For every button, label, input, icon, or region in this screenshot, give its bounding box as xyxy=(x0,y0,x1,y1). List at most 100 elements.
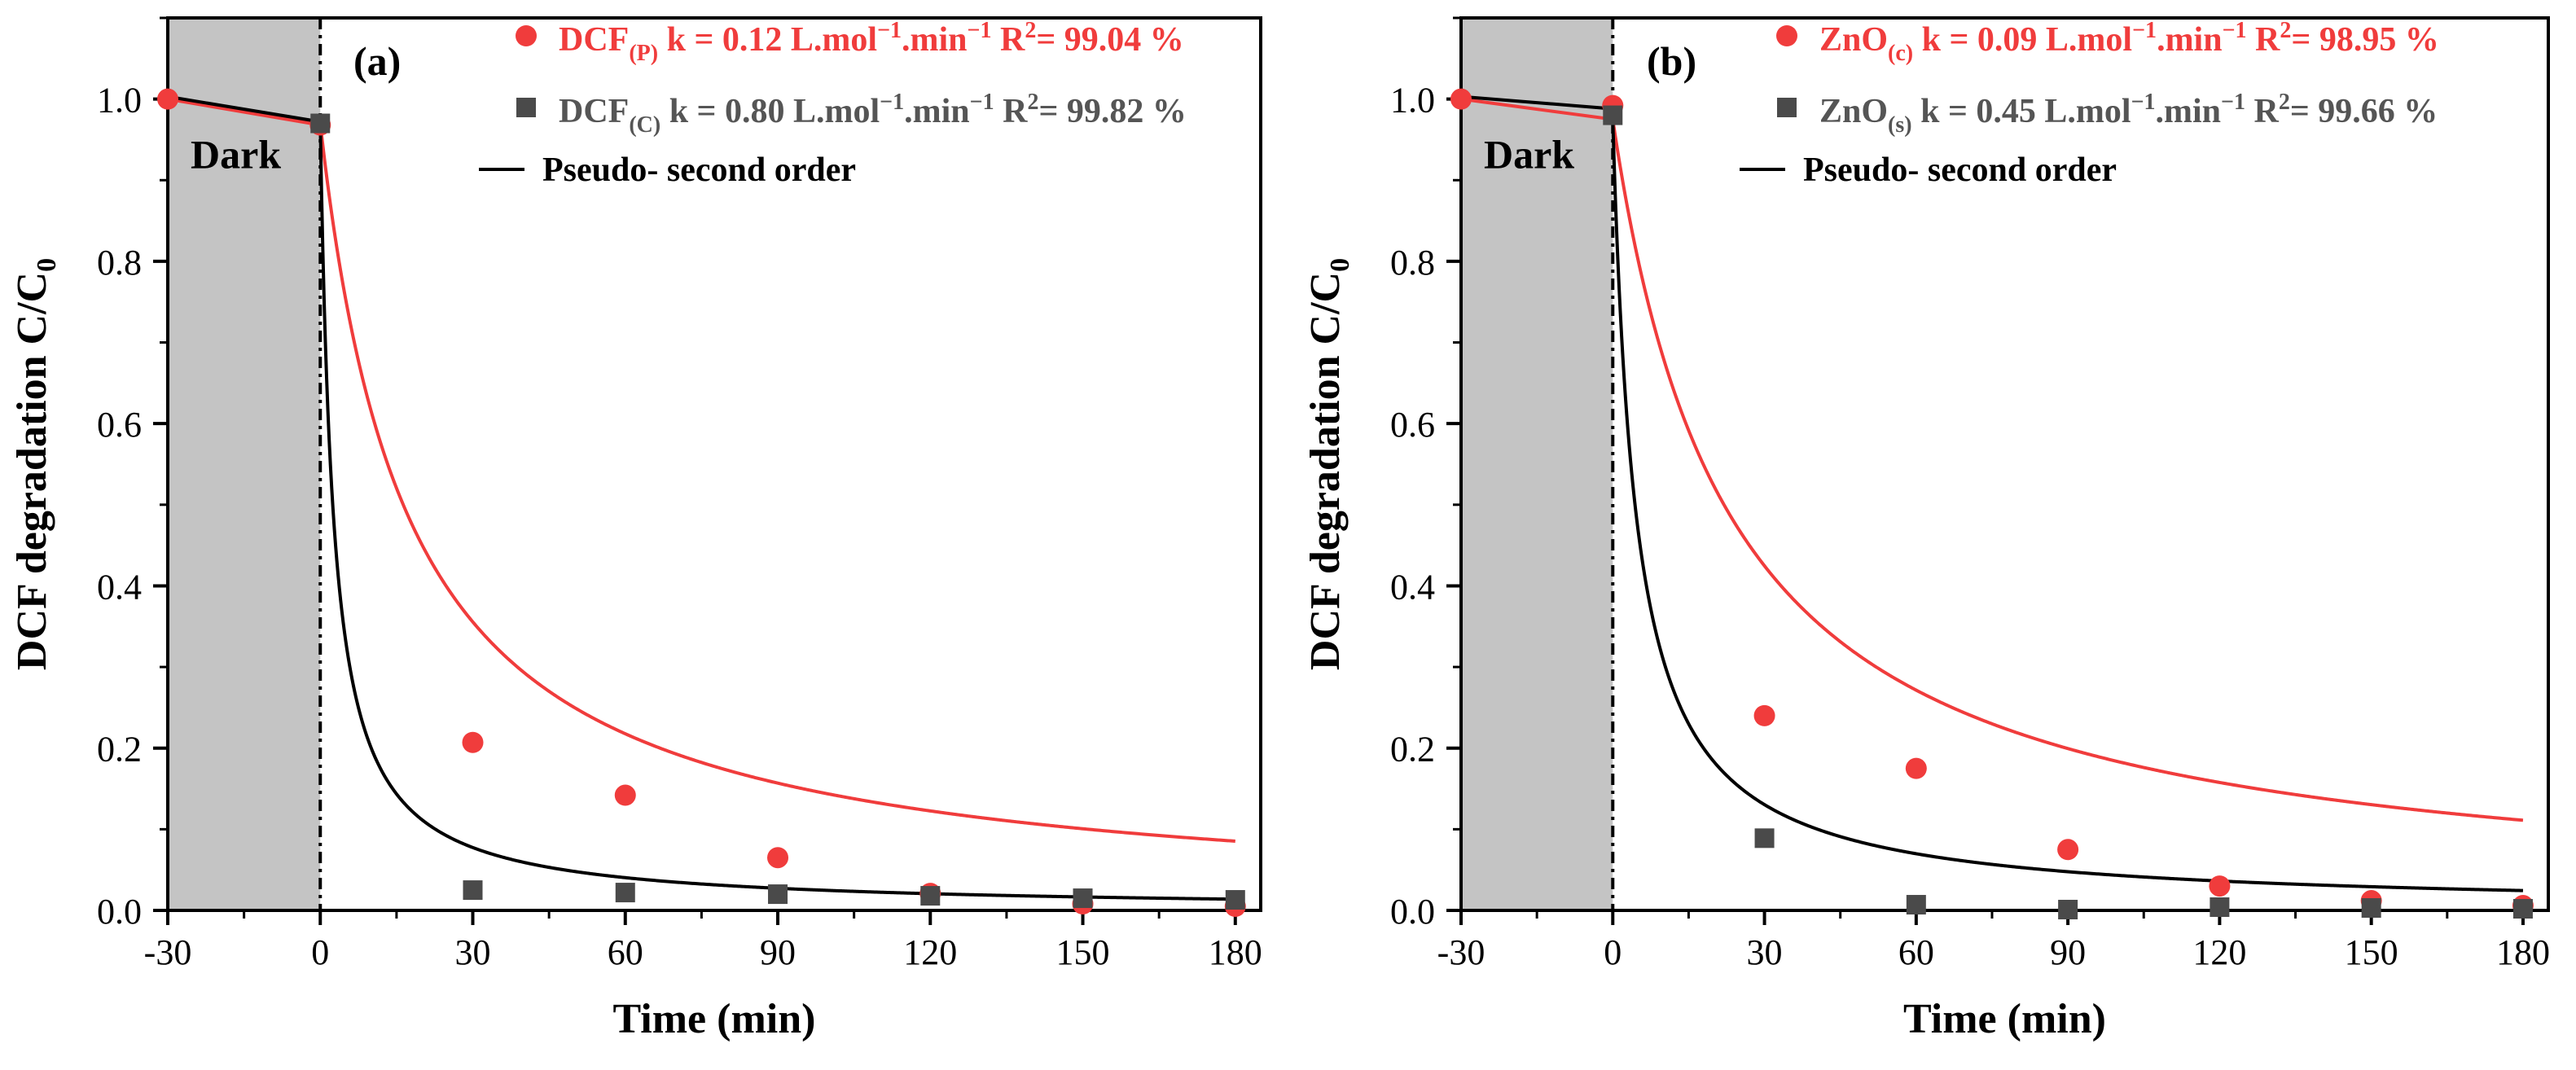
legend-fit-label: Pseudo- second order xyxy=(1803,151,2117,189)
y-tick-label: 0.8 xyxy=(1390,243,1435,283)
y-axis-label: DCF degradation C/C0 xyxy=(1302,258,1355,670)
data-point-DCF(C) xyxy=(768,884,788,905)
y-tick-label: 0.2 xyxy=(1390,730,1435,770)
dark-region xyxy=(168,18,321,910)
x-tick-label: 30 xyxy=(455,932,491,972)
y-axis-label-subscript: 0 xyxy=(1325,258,1355,272)
data-point-ZnO(c) xyxy=(2057,839,2079,861)
data-point-DCF(C) xyxy=(1225,890,1245,910)
data-point-ZnO(c) xyxy=(1753,704,1775,726)
legend-k-exp: −1 xyxy=(2131,90,2156,115)
legend-r2-val: = 99.66 % xyxy=(2290,93,2438,130)
legend-r2-val: = 98.95 % xyxy=(2291,21,2438,59)
y-tick-label: 0.0 xyxy=(1390,892,1435,932)
legend-r2-sup: 2 xyxy=(1027,90,1038,115)
legend-r2: R xyxy=(2247,21,2281,59)
legend-k: k = 0.09 L.mol xyxy=(1913,21,2132,59)
data-point-DCF(C) xyxy=(310,113,331,134)
legend-r2-sup: 2 xyxy=(2279,90,2290,115)
legend-entry-ZnO(s): ZnO(s) k = 0.45 L.mol−1.min−1 R2= 99.66 … xyxy=(1819,90,2438,138)
legend-r2-sup: 2 xyxy=(1025,18,1036,43)
x-tick-label: 180 xyxy=(2496,932,2550,972)
data-point-DCF(C) xyxy=(615,883,635,903)
data-point-ZnO(s) xyxy=(1754,828,1775,849)
data-point-ZnO(s) xyxy=(2361,898,2381,919)
data-point-DCF(C) xyxy=(1073,888,1093,909)
y-tick-label: 0.8 xyxy=(97,243,142,283)
legend-r2-sup: 2 xyxy=(2280,18,2291,43)
data-point-ZnO(c) xyxy=(1905,757,1927,779)
y-axis-label-subscript: 0 xyxy=(32,258,62,272)
data-point-ZnO(s) xyxy=(2512,899,2533,919)
legend-k-exp: −1 xyxy=(2132,18,2157,43)
legend-k-unit-exp: −1 xyxy=(2223,18,2247,43)
data-point-DCF(P) xyxy=(157,88,178,110)
legend-k: k = 0.80 L.mol xyxy=(660,93,880,130)
legend-name: ZnO xyxy=(1819,21,1888,59)
panel-label: (b) xyxy=(1647,38,1696,84)
legend-k-unit: .min xyxy=(902,21,968,59)
legend-r2-val: = 99.04 % xyxy=(1036,21,1183,59)
dark-region-label: Dark xyxy=(191,131,281,177)
x-tick-label: 0 xyxy=(311,932,329,972)
y-axis-label: DCF degradation C/C0 xyxy=(9,258,62,670)
y-tick-label: 0.2 xyxy=(97,730,142,770)
data-point-DCF(C) xyxy=(463,880,483,901)
legend-marker-ZnO(c) xyxy=(1776,25,1797,46)
x-tick-label: 120 xyxy=(2192,932,2246,972)
chart-panel-b: Dark -30 0 30 60 90 120 150 180 0.0 0.2 0.4 0.6 0.8 1.… xyxy=(1302,16,2550,1042)
legend-subscript: (s) xyxy=(1888,112,1912,138)
legend-k-unit-exp: −1 xyxy=(2221,90,2245,115)
legend-r2-val: = 99.82 % xyxy=(1038,93,1186,130)
legend-fit-label: Pseudo- second order xyxy=(542,151,856,189)
dark-region-label: Dark xyxy=(1484,131,1574,177)
legend-name: ZnO xyxy=(1819,93,1888,130)
y-axis-label-main: DCF degradation C/C xyxy=(1302,272,1349,670)
legend-k-unit: .min xyxy=(904,93,970,130)
y-tick-label: 0.6 xyxy=(1390,405,1435,445)
plot-frame xyxy=(166,16,1262,912)
data-point-ZnO(c) xyxy=(2209,875,2231,897)
x-tick-label: 120 xyxy=(903,932,957,972)
x-tick-label: 90 xyxy=(760,932,796,972)
legend-r2: R xyxy=(992,21,1026,59)
x-tick-label: 150 xyxy=(1056,932,1110,972)
legend-k-exp: −1 xyxy=(880,90,904,115)
legend-entry-DCF(P): DCF(P) k = 0.12 L.mol−1.min−1 R2= 99.04 … xyxy=(559,18,1184,66)
x-tick-label: -30 xyxy=(144,932,192,972)
data-point-DCF(P) xyxy=(614,784,636,806)
legend-k: k = 0.45 L.mol xyxy=(1912,93,2131,130)
x-axis-label: Time (min) xyxy=(1903,996,2106,1042)
data-point-ZnO(s) xyxy=(2058,900,2078,920)
data-point-DCF(C) xyxy=(920,886,941,906)
legend-marker-DCF(P) xyxy=(516,25,537,46)
data-point-ZnO(s) xyxy=(1906,895,1926,915)
fit-curve-DCF(C) xyxy=(167,94,1235,901)
y-tick-label: 0.4 xyxy=(1390,567,1435,607)
legend-name: DCF xyxy=(559,21,629,59)
legend-k-exp: −1 xyxy=(877,18,902,43)
legend-entry-DCF(C): DCF(C) k = 0.80 L.mol−1.min−1 R2= 99.82 … xyxy=(559,90,1187,138)
x-tick-label: 0 xyxy=(1604,932,1622,972)
legend-entry-ZnO(c): ZnO(c) k = 0.09 L.mol−1.min−1 R2= 98.95 … xyxy=(1819,18,2439,66)
data-point-ZnO(s) xyxy=(1603,105,1623,125)
legend-subscript: (C) xyxy=(629,112,660,138)
y-tick-label: 1.0 xyxy=(1390,81,1435,121)
y-tick-label: 0.6 xyxy=(97,405,142,445)
data-point-DCF(P) xyxy=(462,731,484,753)
data-point-ZnO(c) xyxy=(1450,88,1472,110)
y-tick-label: 0.4 xyxy=(97,567,142,607)
legend-k-unit: .min xyxy=(2157,21,2223,59)
legend-marker-ZnO(s) xyxy=(1777,98,1797,117)
x-tick-label: 60 xyxy=(608,932,643,972)
x-axis-label: Time (min) xyxy=(613,996,816,1042)
legend-r2: R xyxy=(2245,93,2280,130)
data-point-DCF(P) xyxy=(767,847,789,869)
y-axis-label-main: DCF degradation C/C xyxy=(9,272,55,670)
fit-curve-ZnO(s) xyxy=(1460,94,2523,892)
panel-label: (a) xyxy=(353,38,401,84)
x-tick-label: 60 xyxy=(1898,932,1934,972)
legend-subscript: (P) xyxy=(629,41,658,66)
y-tick-label: 0.0 xyxy=(97,892,142,932)
